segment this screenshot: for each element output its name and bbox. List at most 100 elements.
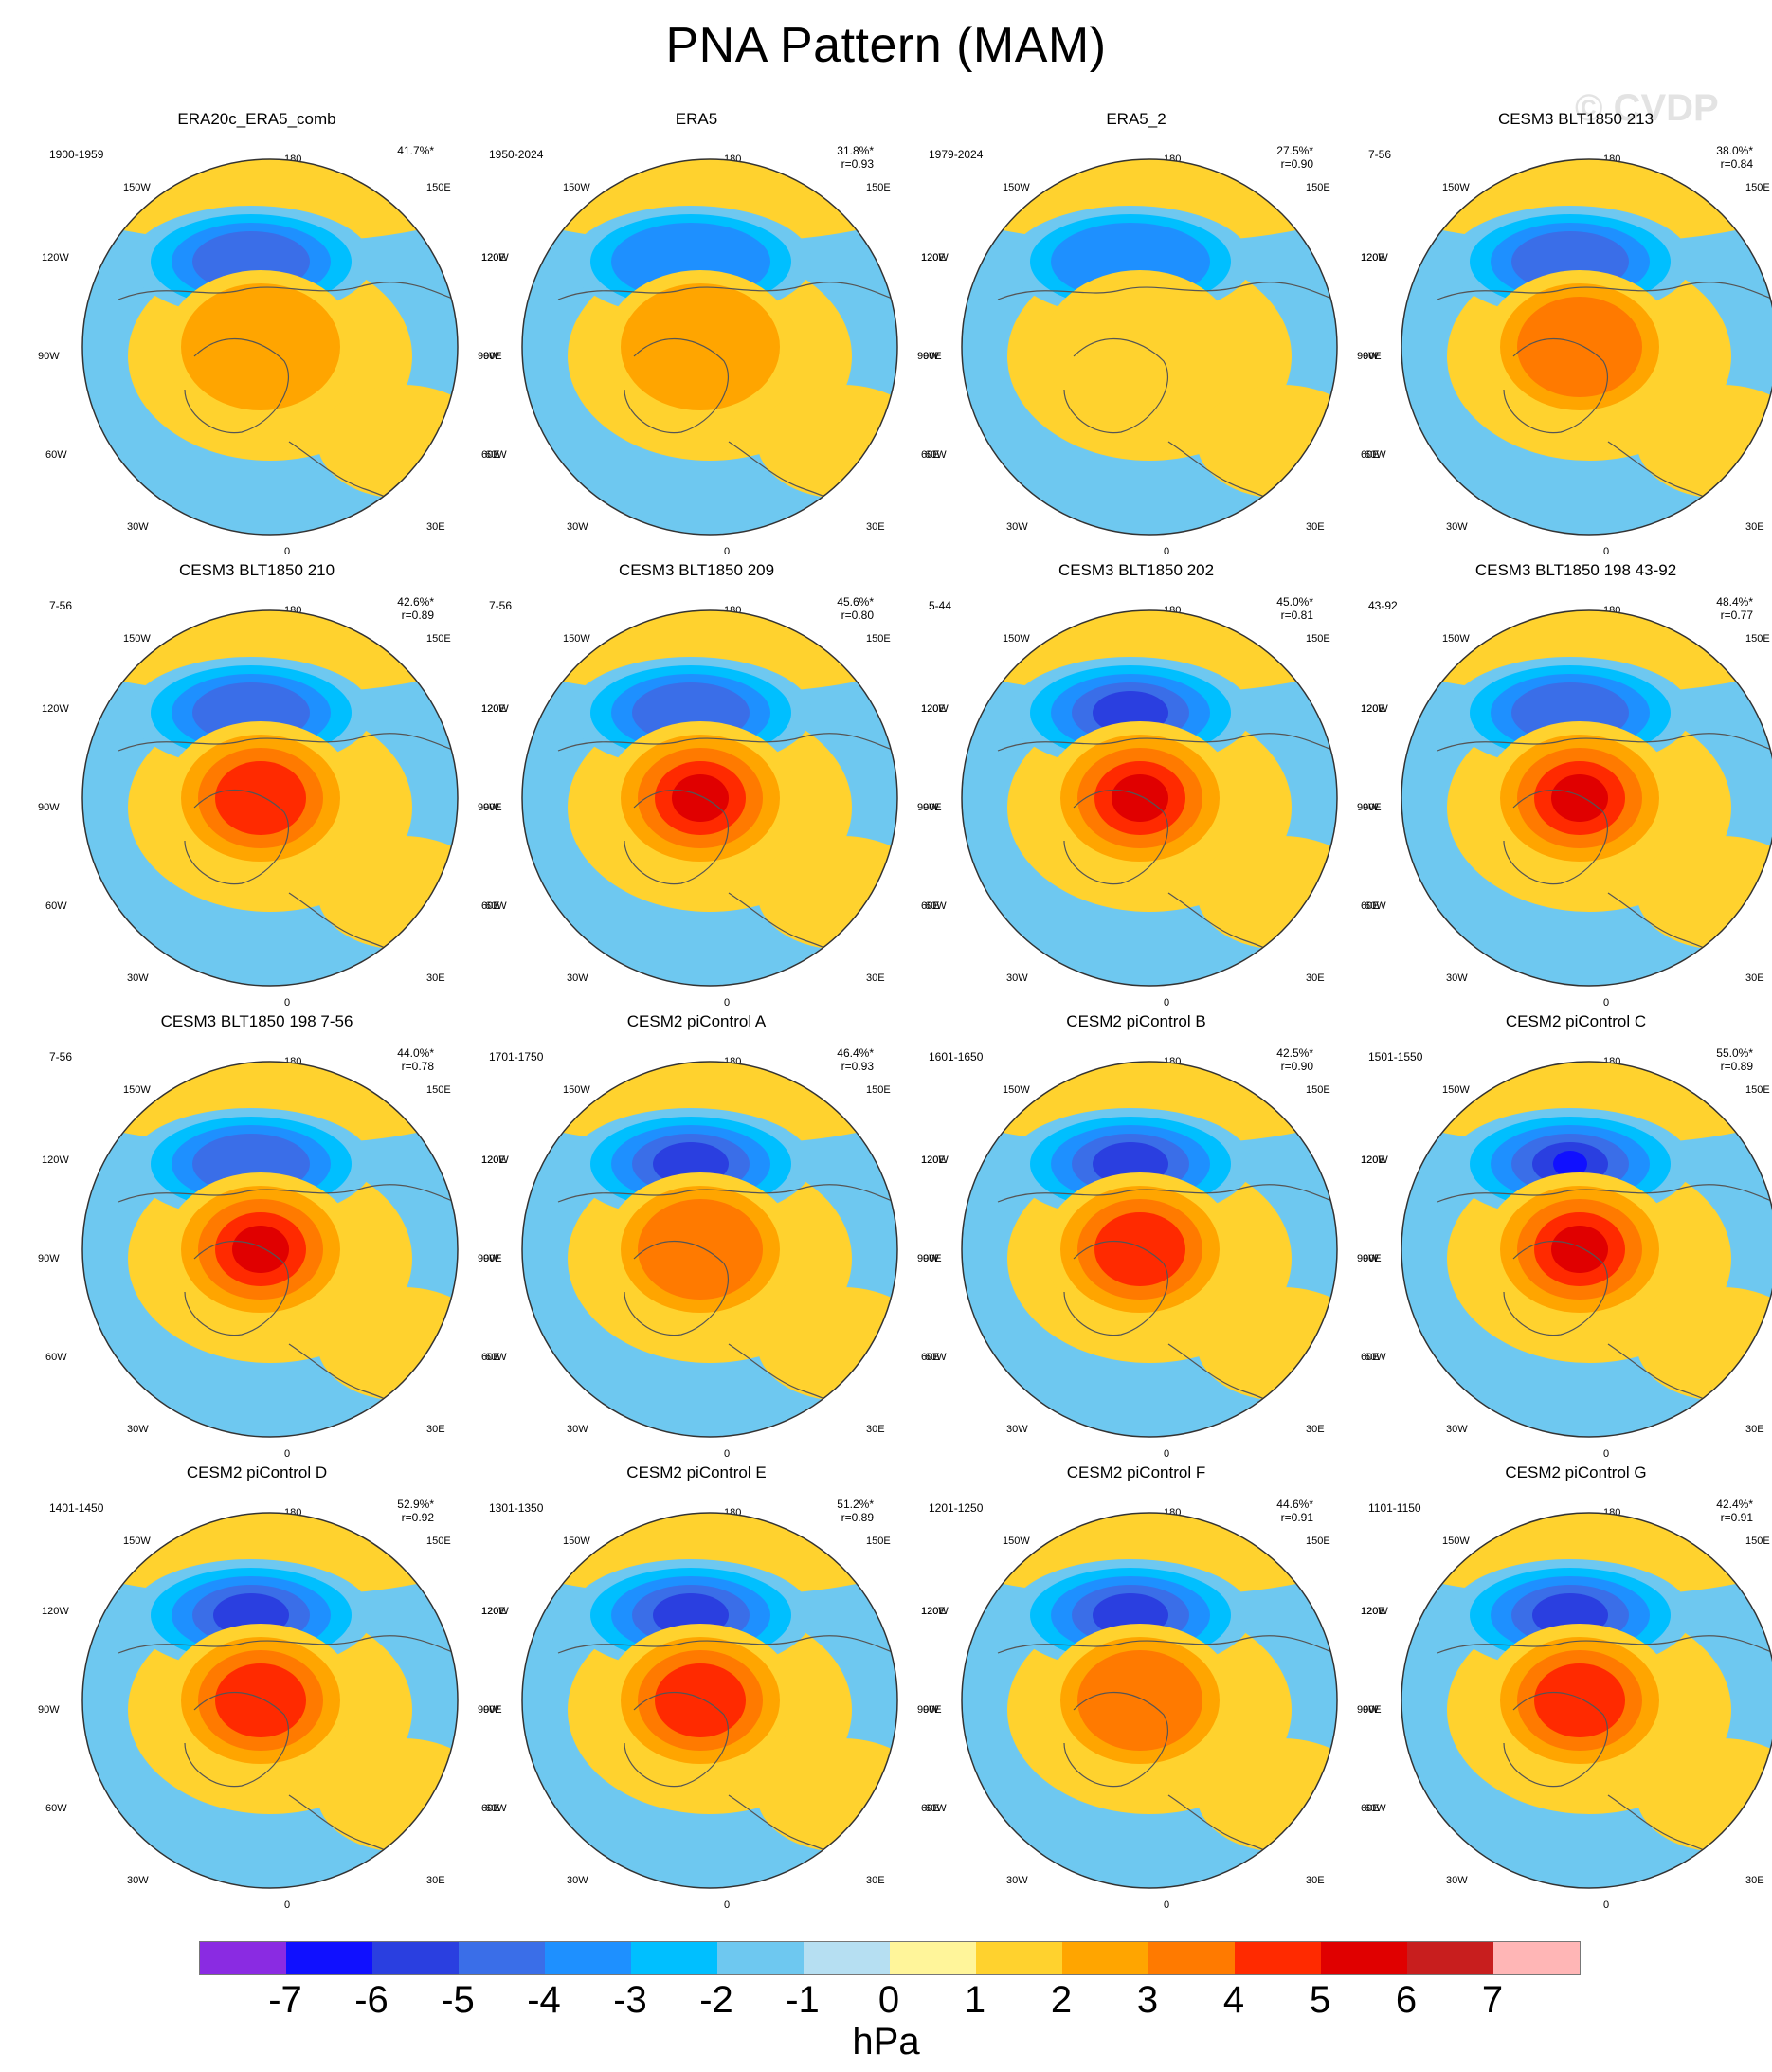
longitude-label: 60W	[1365, 900, 1386, 912]
panel-years: 1701-1750	[489, 1050, 544, 1063]
longitude-label: 120W	[481, 252, 509, 264]
coastline	[184, 1691, 289, 1788]
longitude-label: 0	[724, 1448, 731, 1460]
longitude-label: 30W	[567, 1875, 588, 1886]
longitude-label: 150E	[1306, 1536, 1330, 1547]
panel-title: CESM2 piControl C	[1505, 1012, 1647, 1030]
panel-title: ERA20c_ERA5_comb	[177, 110, 336, 128]
panel-title: CESM2 piControl A	[626, 1012, 767, 1030]
longitude-label: 0	[1603, 546, 1610, 557]
longitude-label: 120W	[42, 1606, 69, 1617]
longitude-label: 90W	[38, 802, 60, 813]
pattern-correlation: r=0.77	[1720, 609, 1753, 622]
longitude-label: 0	[1603, 1899, 1610, 1911]
longitude-label: 120E	[1361, 252, 1385, 264]
polar-map	[961, 1061, 1338, 1438]
panel-years: 7-56	[1368, 148, 1392, 161]
panel-years: 7-56	[49, 599, 73, 612]
colorbar-tick-label: -7	[268, 1979, 302, 2021]
longitude-label: 90E	[923, 1704, 942, 1716]
longitude-label: 30E	[1745, 1424, 1764, 1435]
longitude-label: 60E	[481, 900, 500, 912]
longitude-label: 150W	[123, 1536, 151, 1547]
longitude-label: 60W	[925, 1352, 947, 1363]
colorbar-swatch	[1407, 1942, 1493, 1974]
coastline	[624, 337, 729, 434]
map-panel: CESM3 BLT1850 198 7-56 7-56 44.0%* r=0.78 18…	[38, 1012, 506, 1463]
longitude-label: 60W	[1365, 449, 1386, 461]
longitude-label: 60E	[1361, 900, 1380, 912]
colorbar-swatch	[976, 1942, 1062, 1974]
longitude-label: 150W	[1003, 1084, 1030, 1096]
longitude-label: 60E	[921, 900, 940, 912]
map-panel: CESM3 BLT1850 198 43-92 43-92 48.4%* r=0.77…	[1357, 561, 1772, 1012]
polar-map	[521, 609, 898, 987]
longitude-label: 0	[284, 1448, 291, 1460]
longitude-label: 90W	[478, 351, 499, 362]
colorbar-swatch	[1062, 1942, 1148, 1974]
colorbar-tick-label: 2	[1050, 1979, 1073, 2021]
longitude-label: 60E	[481, 1803, 500, 1814]
panel-years: 1950-2024	[489, 148, 544, 161]
colorbar-tick-label: -2	[699, 1979, 733, 2021]
coastline	[118, 1184, 456, 1203]
colorbar-tick-label: 0	[877, 1979, 900, 2021]
pattern-correlation: r=0.80	[841, 609, 874, 622]
coastline	[997, 733, 1335, 752]
longitude-label: 30W	[127, 972, 149, 984]
longitude-label: 150E	[426, 182, 451, 193]
longitude-label: 0	[1164, 997, 1170, 1009]
panel-stats: 27.5%* r=0.90	[1276, 144, 1313, 171]
longitude-label: 150E	[1745, 182, 1770, 193]
longitude-label: 120W	[1361, 703, 1388, 715]
positive-contour	[672, 774, 729, 822]
longitude-label: 30E	[1306, 521, 1325, 533]
panel-stats: 31.8%* r=0.93	[837, 144, 874, 171]
map-panel: CESM2 piControl A 1701-1750 46.4%* r=0.93 18…	[478, 1012, 946, 1463]
longitude-label: 30E	[866, 521, 885, 533]
positive-contour	[621, 283, 780, 410]
longitude-label: 90W	[478, 802, 499, 813]
longitude-label: 150W	[1442, 182, 1470, 193]
longitude-label: 30W	[1446, 1875, 1468, 1886]
coastline	[997, 1184, 1335, 1203]
pattern-correlation: r=0.89	[841, 1511, 874, 1524]
map-panel: CESM2 piControl B 1601-1650 42.5%* r=0.90 18…	[917, 1012, 1385, 1463]
longitude-label: 150E	[1306, 1084, 1330, 1096]
map-panel: CESM3 BLT1850 213 7-56 38.0%* r=0.84 180 0 150…	[1357, 110, 1772, 561]
longitude-label: 30W	[127, 1875, 149, 1886]
longitude-label: 30W	[1006, 972, 1028, 984]
colorbar-swatch	[459, 1942, 545, 1974]
longitude-label: 150W	[1442, 633, 1470, 645]
longitude-label: 150E	[1745, 1536, 1770, 1547]
panel-years: 43-92	[1368, 599, 1398, 612]
panel-years: 1301-1350	[489, 1501, 544, 1515]
longitude-label: 30E	[866, 1875, 885, 1886]
coastline	[184, 789, 289, 885]
colorbar-units: hPa	[852, 2021, 920, 2063]
longitude-label: 30E	[866, 1424, 885, 1435]
coastline	[624, 1691, 729, 1788]
longitude-label: 30E	[1306, 972, 1325, 984]
colorbar-swatch	[1493, 1942, 1580, 1974]
longitude-label: 30E	[1306, 1424, 1325, 1435]
coastline	[118, 1635, 456, 1654]
longitude-label: 30W	[1006, 521, 1028, 533]
variance-explained: 55.0%*	[1716, 1046, 1753, 1060]
colorbar-tick-label: -3	[613, 1979, 647, 2021]
longitude-label: 60W	[1365, 1803, 1386, 1814]
colorbar-swatch	[286, 1942, 372, 1974]
longitude-label: 120E	[481, 252, 506, 264]
longitude-label: 0	[284, 546, 291, 557]
panel-years: 1201-1250	[929, 1501, 984, 1515]
longitude-label: 0	[1164, 546, 1170, 557]
map-border	[1401, 609, 1772, 987]
positive-contour	[215, 1663, 306, 1737]
longitude-label: 60E	[921, 449, 940, 461]
colorbar-swatch	[1321, 1942, 1407, 1974]
longitude-label: 60W	[925, 900, 947, 912]
panel-title: CESM2 piControl F	[1066, 1463, 1206, 1481]
coastline	[1063, 1240, 1168, 1336]
longitude-label: 90E	[483, 1253, 502, 1264]
panel-years: 1101-1150	[1368, 1501, 1421, 1515]
